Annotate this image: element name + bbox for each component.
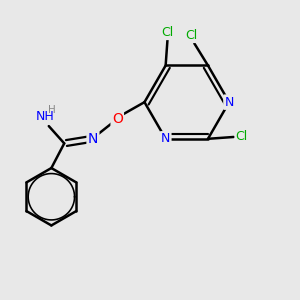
Text: Cl: Cl (185, 29, 197, 42)
Text: H: H (48, 104, 56, 115)
Text: N: N (224, 96, 234, 109)
Text: NH: NH (36, 110, 55, 123)
Text: N: N (88, 132, 98, 146)
Text: N: N (161, 132, 170, 145)
Text: O: O (112, 112, 123, 127)
Text: Cl: Cl (236, 130, 248, 143)
Text: Cl: Cl (161, 26, 174, 39)
